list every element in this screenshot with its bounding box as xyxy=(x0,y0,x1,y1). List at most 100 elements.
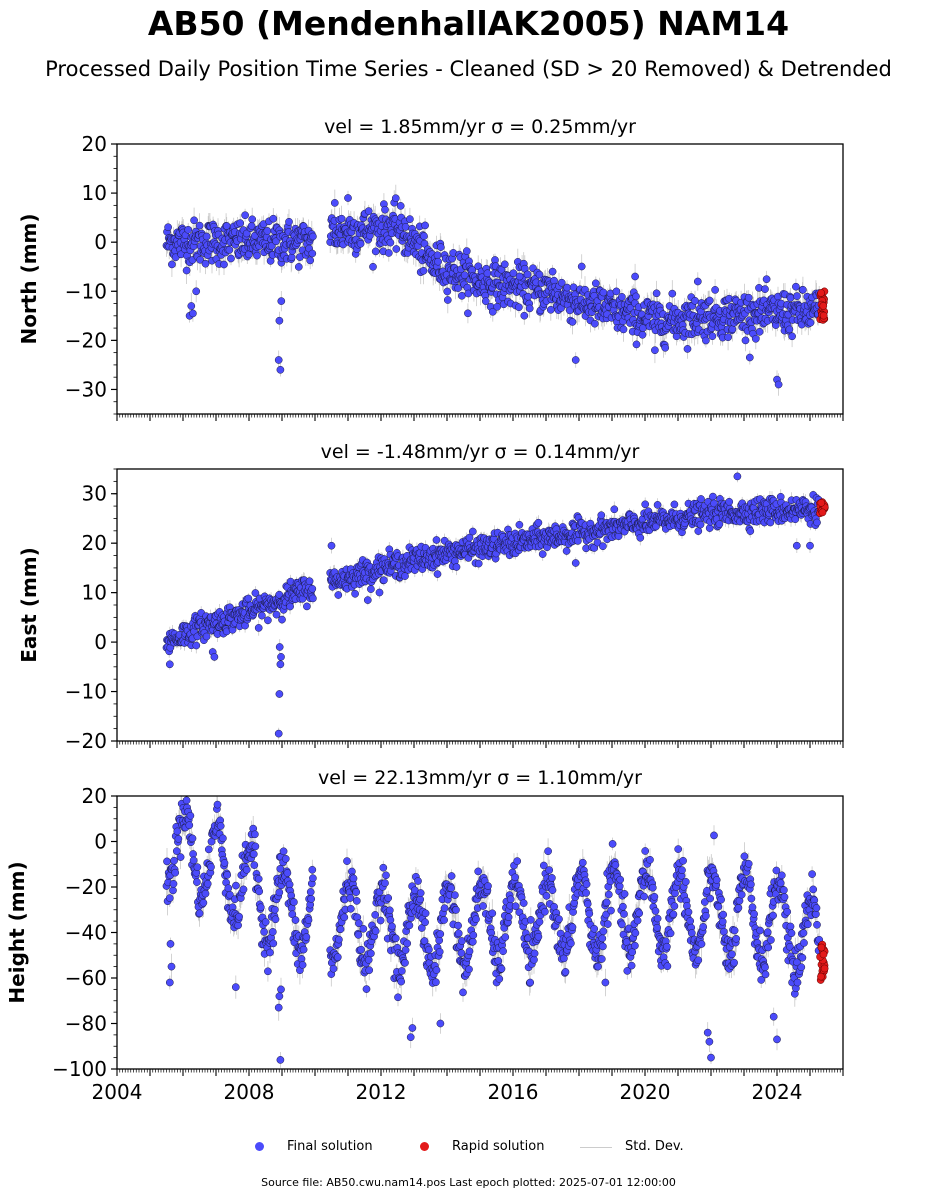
final-point xyxy=(535,917,544,926)
final-point xyxy=(746,527,755,535)
final-point xyxy=(806,318,815,327)
final-point xyxy=(548,874,556,882)
final-point xyxy=(548,267,557,276)
data-layer xyxy=(162,184,829,396)
final-point xyxy=(291,916,300,924)
final-point xyxy=(416,895,425,904)
final-point xyxy=(786,294,795,302)
final-point xyxy=(388,922,396,931)
final-point xyxy=(371,911,380,919)
final-point xyxy=(582,889,590,897)
final-point xyxy=(199,898,208,907)
final-point xyxy=(269,214,278,223)
final-point xyxy=(275,316,284,325)
final-point xyxy=(406,1033,415,1042)
final-point xyxy=(408,1024,417,1032)
final-point xyxy=(792,541,801,550)
final-point xyxy=(599,942,607,951)
final-point xyxy=(747,894,756,903)
final-point xyxy=(468,527,477,536)
final-point xyxy=(640,892,648,901)
final-point xyxy=(468,937,477,946)
final-point xyxy=(251,589,260,597)
final-point xyxy=(535,270,544,279)
final-point xyxy=(276,365,285,374)
y-tick-label: −100 xyxy=(52,1057,107,1081)
final-point xyxy=(668,289,677,298)
final-point xyxy=(169,886,177,895)
final-point xyxy=(472,915,480,924)
final-point xyxy=(712,876,721,884)
final-point xyxy=(420,239,429,248)
final-point xyxy=(604,890,613,899)
final-point xyxy=(210,653,219,661)
final-point xyxy=(670,902,679,910)
final-point xyxy=(419,266,428,275)
final-point xyxy=(458,291,466,300)
final-point xyxy=(189,850,197,858)
final-point xyxy=(216,822,225,830)
final-point xyxy=(405,921,414,930)
final-point xyxy=(714,902,723,911)
final-point xyxy=(631,929,640,937)
final-point xyxy=(256,903,265,912)
final-point xyxy=(180,796,182,797)
final-point xyxy=(798,953,807,962)
final-point xyxy=(597,511,606,520)
final-point xyxy=(786,922,795,931)
final-point xyxy=(756,926,764,935)
final-point xyxy=(275,992,284,1001)
final-point xyxy=(497,964,506,973)
final-point xyxy=(333,953,342,961)
final-solution-series xyxy=(162,796,824,1064)
final-point xyxy=(277,297,286,305)
final-point xyxy=(344,194,352,202)
final-point xyxy=(231,983,240,991)
final-point xyxy=(506,895,515,904)
final-point xyxy=(541,907,549,916)
final-point xyxy=(401,958,409,967)
final-point xyxy=(663,962,672,971)
chart-subtitle: Processed Daily Position Time Series - C… xyxy=(45,57,892,81)
final-point xyxy=(219,834,227,843)
final-point xyxy=(281,854,290,863)
final-point xyxy=(276,1056,285,1064)
final-point xyxy=(594,962,602,971)
final-point xyxy=(420,232,428,240)
final-point xyxy=(254,624,263,632)
y-tick-label: −40 xyxy=(65,921,107,945)
final-point xyxy=(242,229,251,238)
final-point xyxy=(751,334,760,343)
final-point xyxy=(780,893,789,901)
final-point xyxy=(591,279,600,288)
final-point xyxy=(190,216,198,225)
final-point xyxy=(638,330,647,339)
final-point xyxy=(396,202,405,210)
final-point xyxy=(186,811,195,820)
final-point xyxy=(329,964,338,973)
final-point xyxy=(776,879,785,887)
final-point xyxy=(189,309,197,318)
final-point xyxy=(590,924,599,933)
final-point xyxy=(748,903,757,912)
final-point xyxy=(346,904,355,913)
y-tick-label: −30 xyxy=(65,377,107,401)
final-point xyxy=(204,845,213,854)
final-point xyxy=(391,934,400,943)
final-point xyxy=(171,868,180,877)
final-point xyxy=(364,956,373,964)
final-point xyxy=(434,257,442,266)
final-point xyxy=(203,879,212,888)
panel-1: vel = 1.85mm/yr σ = 0.25mm/yr North (mm) 2… xyxy=(17,116,844,421)
final-point xyxy=(192,641,201,650)
final-point xyxy=(392,245,401,253)
final-point xyxy=(740,852,749,861)
final-point xyxy=(352,897,361,905)
final-point xyxy=(705,296,714,305)
final-point xyxy=(542,892,551,900)
final-point xyxy=(225,246,234,254)
final-point xyxy=(337,214,346,223)
x-tick-label: 2024 xyxy=(752,1080,803,1104)
final-point xyxy=(813,518,821,527)
final-point xyxy=(808,870,816,878)
